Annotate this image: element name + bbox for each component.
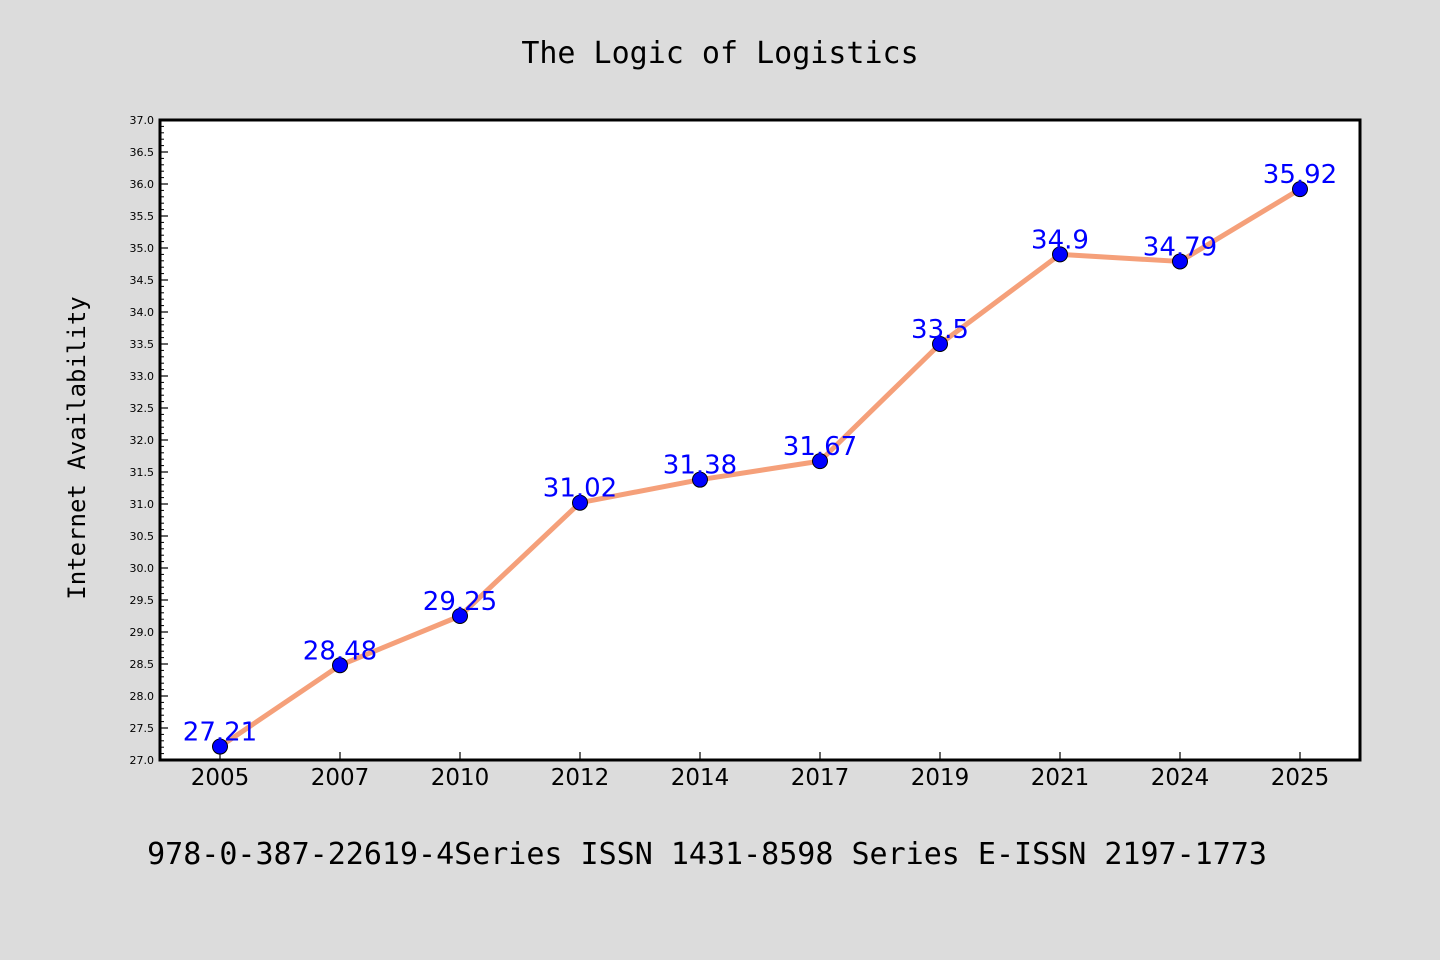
x-tick-label: 2010	[431, 765, 490, 791]
y-tick-label: 28.5	[130, 658, 155, 671]
data-label: 35.92	[1263, 160, 1337, 190]
series-layer: 27.21 28.48 29.25 31.02 31.38 31.67 33.5 34.9 34…	[183, 160, 1337, 755]
data-label: 31.67	[783, 432, 857, 462]
y-tick-label: 29.0	[130, 626, 155, 639]
footer-text: 978-0-387-22619-4Series ISSN 1431-8598 S…	[147, 837, 1267, 872]
x-tick-label: 2021	[1031, 765, 1090, 791]
plot-area	[158, 118, 1362, 762]
y-tick-label: 27.5	[130, 722, 155, 735]
data-point	[572, 494, 588, 511]
data-label: 27.21	[183, 718, 257, 748]
x-tick-label: 2014	[671, 765, 730, 791]
data-point	[1052, 246, 1068, 263]
y-tick-label: 32.5	[130, 402, 155, 415]
data-point	[332, 657, 348, 674]
data-label: 33.5	[911, 315, 969, 345]
x-tick-label: 2025	[1271, 765, 1330, 791]
data-point	[1292, 181, 1308, 198]
x-tick-label: 2019	[911, 765, 970, 791]
y-tick-label: 36.0	[130, 178, 155, 191]
y-tick-label: 33.0	[130, 370, 155, 383]
data-point	[932, 336, 948, 352]
data-label: 31.38	[663, 451, 737, 481]
y-axis-label: Internet Availability	[63, 296, 91, 599]
y-axis-ticks: 27.0 27.5 28.0 28.5 29.0 29.5 30.0 30.5 31.0 31.5…	[130, 114, 168, 767]
data-point	[212, 738, 228, 755]
y-tick-label: 27.0	[130, 754, 155, 767]
x-tick-label: 2017	[791, 765, 850, 791]
x-tick-label: 2012	[551, 765, 610, 791]
data-point	[692, 471, 708, 488]
data-label: 34.79	[1143, 232, 1217, 262]
x-tick-label: 2024	[1151, 765, 1210, 791]
y-tick-label: 29.5	[130, 594, 155, 607]
data-label: 34.9	[1031, 225, 1089, 255]
data-label: 31.02	[543, 474, 617, 504]
y-tick-label: 30.5	[130, 530, 155, 543]
y-tick-label: 37.0	[130, 114, 155, 127]
y-tick-label: 35.5	[130, 210, 155, 223]
y-tick-label: 28.0	[130, 690, 155, 703]
y-tick-label: 36.5	[130, 146, 155, 159]
data-point	[452, 608, 468, 624]
series-line	[217, 186, 1303, 750]
x-tick-label: 2007	[311, 765, 370, 791]
data-point	[812, 453, 828, 470]
chart-title: The Logic of Logistics	[521, 36, 918, 71]
y-tick-label: 35.0	[130, 242, 155, 255]
y-tick-label: 32.0	[130, 434, 155, 447]
y-tick-label: 34.0	[130, 306, 155, 319]
y-tick-label: 34.5	[130, 274, 155, 287]
x-tick-label: 2005	[191, 765, 250, 791]
y-tick-label: 31.5	[130, 466, 155, 479]
data-label: 29.25	[423, 587, 497, 617]
data-point	[1172, 253, 1188, 270]
y-tick-label: 30.0	[130, 562, 155, 575]
data-label: 28.48	[303, 636, 377, 666]
y-tick-label: 33.5	[130, 338, 155, 351]
x-axis-ticks: 2005 2007 2010 2012 2014 2017 2019 2021 2024 2025	[191, 752, 1330, 791]
y-tick-label: 31.0	[130, 498, 155, 511]
